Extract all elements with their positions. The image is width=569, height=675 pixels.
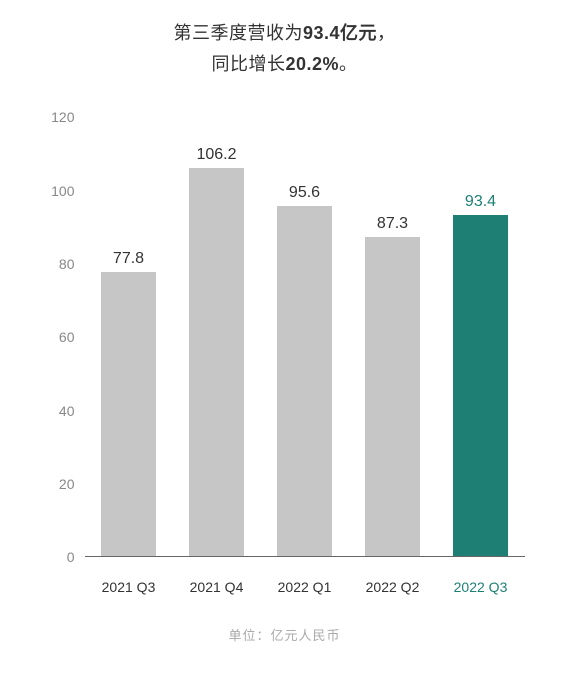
- bar-slot: 87.3: [349, 117, 437, 556]
- unit-footer: 单位：亿元人民币: [228, 625, 340, 644]
- title-2-post: 。: [339, 54, 358, 74]
- bar-value-label: 87.3: [377, 215, 408, 233]
- bar-rect: [189, 168, 244, 557]
- x-axis-labels: 2021 Q32021 Q42022 Q12022 Q22022 Q3: [85, 579, 525, 595]
- x-axis-label: 2022 Q1: [261, 579, 349, 595]
- y-tick: 80: [25, 256, 75, 272]
- x-axis-label: 2021 Q3: [85, 579, 173, 595]
- y-tick: 20: [25, 476, 75, 492]
- x-axis-label: 2022 Q3: [437, 579, 525, 595]
- y-tick: 60: [25, 329, 75, 345]
- revenue-bar-chart: 0 20 40 60 80 100 120 77.8 106.2 95.6 87.3 93.4 20…: [25, 107, 545, 607]
- bar-slot: 95.6: [261, 117, 349, 556]
- title-2-pre: 同比增长: [211, 54, 285, 74]
- bar-slot: 106.2: [173, 117, 261, 556]
- title-1-post: ，: [377, 23, 396, 43]
- chart-title: 第三季度营收为93.4亿元， 同比增长20.2%。: [173, 0, 395, 79]
- bar-value-label: 95.6: [289, 184, 320, 202]
- bar-rect: [277, 206, 332, 556]
- title-line-1: 第三季度营收为93.4亿元，: [173, 18, 395, 49]
- x-axis-label: 2021 Q4: [173, 579, 261, 595]
- bar-value-label: 77.8: [113, 250, 144, 268]
- title-line-2: 同比增长20.2%。: [173, 49, 395, 80]
- bar-slot: 93.4: [437, 117, 525, 556]
- y-tick: 120: [25, 109, 75, 125]
- x-axis-label: 2022 Q2: [349, 579, 437, 595]
- bars-container: 77.8 106.2 95.6 87.3 93.4: [85, 117, 525, 557]
- bar-rect: [101, 272, 156, 557]
- y-tick: 0: [25, 549, 75, 565]
- title-1-bold: 93.4亿元: [303, 23, 377, 43]
- bar-rect: [453, 215, 508, 557]
- bar-rect: [365, 237, 420, 556]
- title-1-pre: 第三季度营收为: [173, 23, 303, 43]
- title-2-bold: 20.2%: [285, 54, 339, 74]
- bar-slot: 77.8: [85, 117, 173, 556]
- y-tick: 40: [25, 403, 75, 419]
- y-tick: 100: [25, 183, 75, 199]
- bar-value-label: 93.4: [465, 193, 496, 211]
- bar-value-label: 106.2: [196, 146, 236, 164]
